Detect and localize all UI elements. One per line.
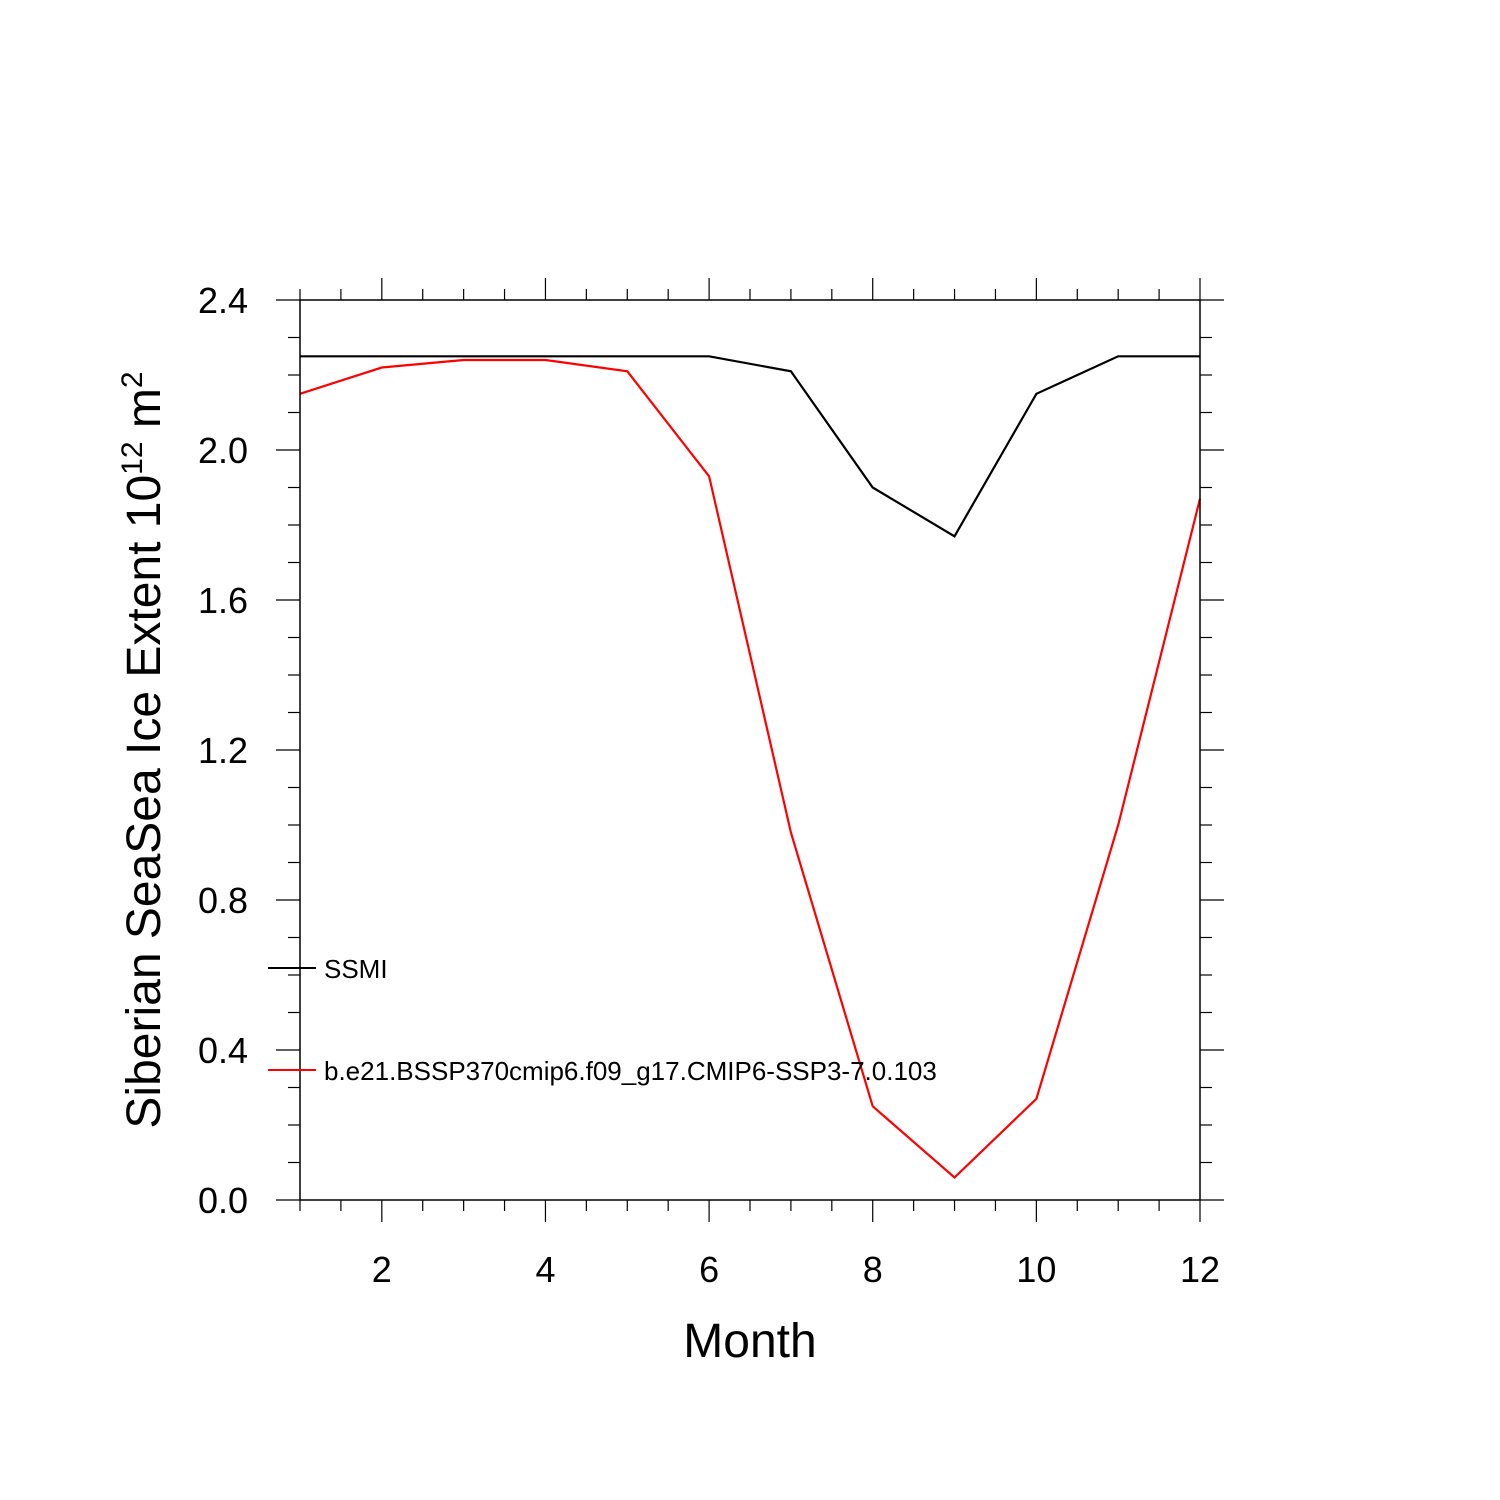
legend-label-model: b.e21.BSSP370cmip6.f09_g17.CMIP6-SSP3-7.… xyxy=(324,1056,937,1086)
x-tick-labels: 2 4 6 8 10 12 xyxy=(372,1249,1220,1290)
series-line-ssmi xyxy=(300,355,1200,538)
x-tick-label: 4 xyxy=(535,1249,555,1290)
y-tick-label: 0.8 xyxy=(198,880,248,921)
legend-label-ssmi: SSMI xyxy=(324,954,388,984)
y-axis-title-unit-exponent: 2 xyxy=(116,371,149,388)
legend: SSMI b.e21.BSSP370cmip6.f09_g17.CMIP6-SS… xyxy=(268,954,937,1086)
series-lines xyxy=(299,355,1202,1179)
y-axis-title: Siberian SeaSea Ice Extent 1012 m2 xyxy=(116,371,171,1128)
y-axis-title-exponent: 12 xyxy=(116,441,149,474)
y-tick-label: 2.4 xyxy=(198,280,248,321)
y-tick-label: 0.4 xyxy=(198,1030,248,1071)
series-line-model xyxy=(299,358,1202,1179)
x-tick-label: 8 xyxy=(863,1249,883,1290)
y-tick-label: 1.2 xyxy=(198,730,248,771)
x-tick-label: 6 xyxy=(699,1249,719,1290)
tick-marks xyxy=(276,278,1224,1222)
x-tick-label: 2 xyxy=(372,1249,392,1290)
y-axis-title-unit: m xyxy=(118,388,171,441)
x-tick-label: 10 xyxy=(1016,1249,1056,1290)
y-tick-label: 1.6 xyxy=(198,580,248,621)
y-tick-label: 0.0 xyxy=(198,1180,248,1221)
y-tick-label: 2.0 xyxy=(198,430,248,471)
y-axis-title-base: Siberian SeaSea Ice Extent 10 xyxy=(118,475,171,1129)
y-tick-labels: 0.0 0.4 0.8 1.2 1.6 2.0 2.4 xyxy=(198,280,248,1221)
x-tick-label: 12 xyxy=(1180,1249,1220,1290)
x-axis-title: Month xyxy=(683,1315,816,1368)
plot-frame xyxy=(299,299,1201,1201)
